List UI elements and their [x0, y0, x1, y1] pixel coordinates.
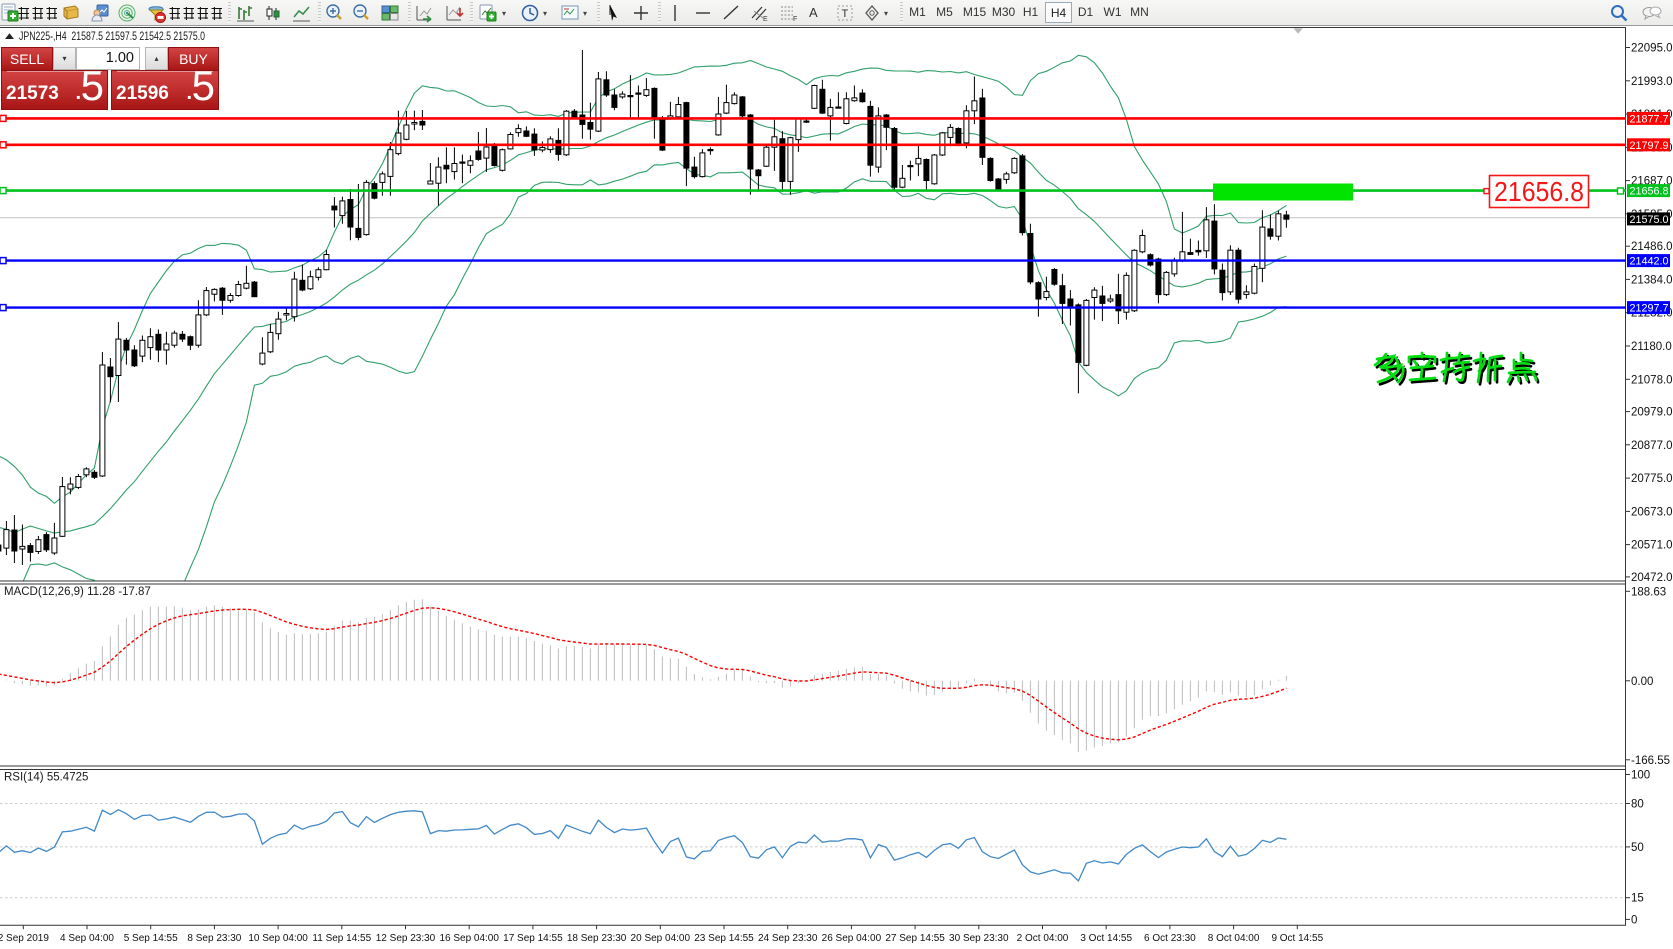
- svg-text:21575.0: 21575.0: [1630, 214, 1669, 226]
- svg-text:2 Sep 2019: 2 Sep 2019: [0, 933, 49, 944]
- svg-text:0.00: 0.00: [1631, 676, 1653, 688]
- svg-text:15: 15: [1631, 893, 1644, 905]
- svg-text:18 Sep 23:30: 18 Sep 23:30: [567, 933, 627, 944]
- svg-text:21442.0: 21442.0: [1630, 256, 1669, 268]
- svg-text:21078.0: 21078.0: [1631, 374, 1673, 386]
- svg-text:100: 100: [1631, 770, 1650, 782]
- svg-text:RSI(14) 55.4725: RSI(14) 55.4725: [4, 772, 88, 784]
- svg-text:JPN225-,H4 21587.5 21597.5 21: JPN225-,H4 21587.5 21597.5 21542.5 21575…: [19, 31, 205, 43]
- svg-text:16 Sep 04:00: 16 Sep 04:00: [439, 933, 499, 944]
- svg-text:3 Oct 14:55: 3 Oct 14:55: [1080, 933, 1132, 944]
- svg-text:11 Sep 14:55: 11 Sep 14:55: [312, 933, 371, 944]
- svg-text:8 Sep 23:30: 8 Sep 23:30: [187, 933, 241, 944]
- svg-text:20 Sep 04:00: 20 Sep 04:00: [631, 933, 691, 944]
- svg-text:21656.8: 21656.8: [1630, 186, 1669, 198]
- svg-text:9 Oct 14:55: 9 Oct 14:55: [1271, 933, 1323, 944]
- svg-text:20571.0: 20571.0: [1631, 540, 1673, 552]
- svg-text:188.63: 188.63: [1631, 586, 1666, 598]
- svg-text:50: 50: [1631, 842, 1644, 854]
- svg-text:80: 80: [1631, 799, 1644, 811]
- svg-text:6 Oct 23:30: 6 Oct 23:30: [1144, 933, 1196, 944]
- svg-text:-166.55: -166.55: [1631, 755, 1670, 767]
- svg-text:F: F: [793, 16, 797, 23]
- svg-text:20472.0: 20472.0: [1631, 572, 1673, 584]
- svg-text:21486.0: 21486.0: [1631, 241, 1673, 253]
- svg-text:12 Sep 23:30: 12 Sep 23:30: [376, 933, 436, 944]
- svg-text:20673.0: 20673.0: [1631, 506, 1673, 518]
- svg-text:17 Sep 14:55: 17 Sep 14:55: [503, 933, 563, 944]
- svg-text:21384.0: 21384.0: [1631, 274, 1673, 286]
- svg-text:20979.0: 20979.0: [1631, 407, 1673, 419]
- svg-text:30 Sep 23:30: 30 Sep 23:30: [949, 933, 1009, 944]
- svg-text:21656.8: 21656.8: [1494, 176, 1584, 207]
- svg-text:27 Sep 14:55: 27 Sep 14:55: [885, 933, 945, 944]
- svg-text:MACD(12,26,9) 11.28 -17.87: MACD(12,26,9) 11.28 -17.87: [4, 586, 151, 598]
- svg-text:E: E: [763, 16, 768, 23]
- svg-text:20877.0: 20877.0: [1631, 440, 1673, 452]
- svg-text:21877.7: 21877.7: [1630, 113, 1669, 125]
- svg-text:22095.0: 22095.0: [1631, 43, 1673, 55]
- svg-text:23 Sep 14:55: 23 Sep 14:55: [694, 933, 754, 944]
- svg-text:0: 0: [1631, 914, 1637, 926]
- svg-text:10 Sep 04:00: 10 Sep 04:00: [248, 933, 308, 944]
- svg-text:21797.9: 21797.9: [1630, 140, 1669, 152]
- svg-text:20775.0: 20775.0: [1631, 473, 1673, 485]
- svg-text:4 Sep 04:00: 4 Sep 04:00: [60, 933, 114, 944]
- svg-text:24 Sep 23:30: 24 Sep 23:30: [758, 933, 818, 944]
- svg-text:8 Oct 04:00: 8 Oct 04:00: [1208, 933, 1260, 944]
- svg-text:26 Sep 04:00: 26 Sep 04:00: [822, 933, 882, 944]
- svg-text:21297.7: 21297.7: [1630, 303, 1669, 315]
- svg-text:2 Oct 04:00: 2 Oct 04:00: [1017, 933, 1069, 944]
- svg-text:5 Sep 14:55: 5 Sep 14:55: [124, 933, 178, 944]
- svg-text:21993.0: 21993.0: [1631, 76, 1673, 88]
- svg-text:T: T: [842, 8, 849, 20]
- svg-text:21180.0: 21180.0: [1631, 341, 1672, 353]
